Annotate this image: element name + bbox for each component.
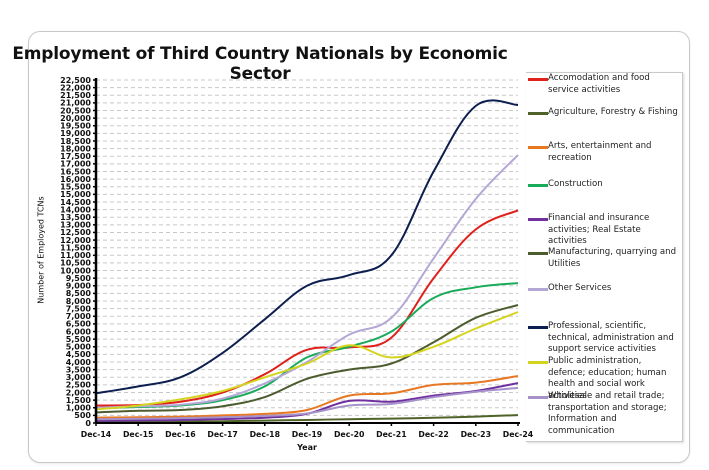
series-line-8 [95, 311, 519, 411]
series-line-1 [95, 414, 519, 424]
legend-swatch [528, 326, 548, 329]
y-tick-label: 20,000 [60, 114, 91, 123]
y-tick-label: 16,500 [60, 167, 91, 176]
y-tick-label: 3,500 [66, 365, 92, 374]
series-line-6 [95, 154, 519, 409]
y-tick-label: 14,500 [60, 198, 91, 207]
y-tick-label: 12,500 [60, 228, 91, 237]
legend-swatch [528, 361, 548, 364]
y-tick-label: 2,000 [66, 388, 92, 397]
y-tick-label: 9,000 [66, 282, 92, 291]
legend-swatch [528, 146, 548, 149]
y-tick-label: 18,500 [60, 137, 91, 146]
y-tick-label: 500 [74, 411, 91, 420]
legend-swatch [528, 184, 548, 187]
legend-label: Other Services [548, 283, 612, 293]
y-tick-label: 22,500 [60, 76, 91, 85]
y-tick-label: 8,500 [66, 289, 92, 298]
x-tick-label: Dec-16 [165, 430, 195, 439]
x-tick-label: Dec-19 [292, 430, 322, 439]
x-tick-label: Dec-17 [207, 430, 237, 439]
legend-swatch [528, 112, 548, 115]
x-tick-label: Dec-15 [123, 430, 153, 439]
legend-label: Financial and insurance activities; Real… [548, 213, 650, 247]
series-line-5 [95, 304, 519, 414]
legend-label: Construction [548, 179, 603, 189]
y-tick-label: 0 [85, 419, 91, 428]
y-tick-label: 19,000 [60, 129, 91, 138]
series-line-3 [95, 282, 519, 410]
y-tick-label: 22,000 [60, 83, 91, 92]
y-tick-label: 10,500 [60, 259, 91, 268]
legend-label: Wholesale and retail trade; transportati… [548, 391, 667, 436]
x-tick-label: Dec-22 [418, 430, 448, 439]
y-tick-label: 17,000 [60, 160, 91, 169]
y-tick-label: 3,000 [66, 373, 92, 382]
x-tick-label: Dec-21 [376, 430, 406, 439]
legend-label: Agriculture, Forestry & Fishing [548, 107, 678, 117]
x-tick-label: Dec-24 [503, 430, 534, 439]
legend: Accomodation and food service activities… [526, 72, 683, 442]
chart-title: Employment of Third Country Nationals by… [12, 44, 508, 84]
series-line-2 [95, 375, 519, 419]
y-tick-label: 6,000 [66, 327, 92, 336]
series-line-0 [95, 209, 519, 407]
y-tick-label: 4,000 [66, 358, 92, 367]
y-tick-label: 1,500 [66, 396, 92, 405]
y-tick-label: 13,500 [60, 213, 91, 222]
y-tick-label: 21,000 [60, 99, 91, 108]
y-tick-label: 8,000 [66, 297, 92, 306]
y-tick-label: 7,500 [66, 304, 92, 313]
x-tick-labels: Dec-14 Dec-15 Dec-16 Dec-17 Dec-18 Dec-19 Dec-… [81, 430, 534, 439]
legend-swatch [528, 218, 548, 221]
y-tick-label: 9,500 [66, 274, 92, 283]
legend-swatch [528, 396, 548, 399]
y-tick-label: 7,000 [66, 312, 92, 321]
y-tick-label: 20,500 [60, 106, 91, 115]
x-tick-label: Dec-23 [461, 430, 491, 439]
legend-swatch [528, 78, 548, 81]
series-line-7 [95, 99, 519, 395]
y-tick-label: 19,500 [60, 122, 91, 131]
legend-swatch [528, 252, 548, 255]
y-tick-label: 1,000 [66, 404, 92, 413]
y-tick-label: 5,500 [66, 335, 92, 344]
legend-label: Arts, entertainment and recreation [548, 141, 652, 163]
x-tick-label: Dec-14 [81, 430, 112, 439]
series-lines [95, 99, 519, 424]
y-tick-label: 21,500 [60, 91, 91, 100]
legend-swatch [528, 288, 548, 291]
axes [93, 78, 520, 426]
y-tick-label: 5,000 [66, 343, 92, 352]
y-tick-label: 15,000 [60, 190, 91, 199]
legend-label: Professional, scientific, technical, adm… [548, 321, 674, 355]
legend-label: Accomodation and food service activities [548, 73, 650, 95]
x-tick-label: Dec-20 [334, 430, 365, 439]
y-tick-label: 15,500 [60, 183, 91, 192]
y-tick-label: 17,500 [60, 152, 91, 161]
y-tick-label: 16,000 [60, 175, 91, 184]
y-tick-label: 18,000 [60, 144, 91, 153]
y-tick-label: 12,000 [60, 236, 91, 245]
legend-label: Public administration, defence; educatio… [548, 356, 667, 401]
y-tick-label: 13,000 [60, 221, 91, 230]
y-tick-label: 10,000 [60, 266, 91, 275]
x-tick-label: Dec-18 [250, 430, 280, 439]
y-tick-labels: 05001,0001,5002,0002,5003,0003,5004,0004… [60, 76, 91, 428]
y-tick-label: 2,500 [66, 381, 92, 390]
series-line-9 [95, 386, 519, 421]
y-tick-label: 6,500 [66, 320, 92, 329]
y-tick-label: 11,500 [60, 243, 91, 252]
y-tick-label: 4,500 [66, 350, 92, 359]
y-tick-label: 11,000 [60, 251, 91, 260]
gridlines [96, 79, 518, 416]
y-tick-label: 14,000 [60, 205, 91, 214]
x-axis-label: Year [297, 443, 317, 452]
legend-label: Manufacturing, quarrying and Utilities [548, 247, 677, 269]
